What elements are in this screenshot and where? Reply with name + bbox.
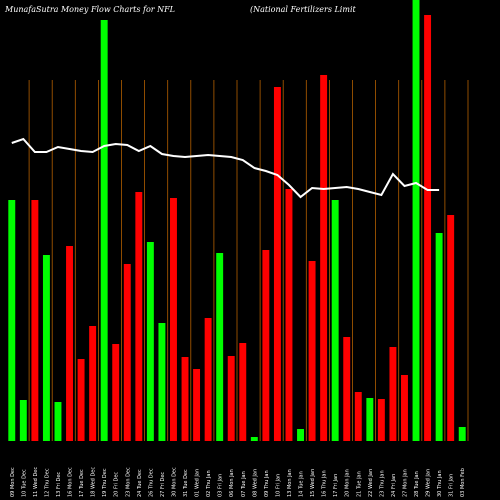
x-tick-label: 08 Wed Jan (252, 469, 258, 497)
bar (77, 359, 85, 441)
x-tick-label: 30 Thu Jan (437, 470, 443, 497)
bar (170, 198, 177, 441)
money-flow-line (11, 137, 440, 199)
bar (146, 242, 154, 441)
x-tick-label: 16 Mon Dec (68, 467, 74, 497)
bar (66, 246, 73, 441)
x-tick-label: 10 Tue Dec (21, 469, 27, 497)
bar (31, 200, 39, 441)
bar (227, 356, 235, 441)
x-tick-label: 01 Wed Jan (195, 469, 201, 497)
bar (8, 200, 16, 441)
bar (320, 75, 328, 441)
bar (377, 399, 385, 441)
x-tick-label: 13 Mon Jan (287, 469, 293, 497)
x-tick-label: 23 Mon Dec (125, 467, 131, 497)
x-tick-label: 03 Fri Jan (218, 474, 224, 497)
bar (273, 87, 281, 441)
bar (123, 264, 131, 441)
bar (401, 375, 408, 441)
x-tick-label: 29 Wed Jan (426, 469, 432, 497)
bar (354, 392, 362, 441)
x-tick-label: 26 Thu Dec (148, 468, 154, 497)
bar (285, 189, 293, 441)
x-tick-label: 09 Thu Jan (264, 470, 270, 497)
bar (435, 233, 443, 441)
x-tick-label: 24 Fri Jan (391, 474, 397, 497)
bar (181, 357, 189, 441)
x-tick-label: 24 Tue Dec (137, 469, 143, 497)
x-tick-label: 30 Mon Dec (171, 467, 177, 497)
x-tick-label: 02 Thu Jan (206, 470, 212, 497)
x-tick-label: 17 Tue Dec (79, 469, 85, 497)
bar (389, 347, 397, 441)
x-tick-label: 19 Thu Dec (102, 468, 108, 497)
chart-title: MunafaSutra Money Flow Charts for NFL (4, 5, 175, 14)
bar (239, 343, 247, 441)
x-tick-label: 11 Wed Dec (33, 467, 39, 497)
x-tick-label: 23 Thu Jan (379, 470, 385, 497)
bar (19, 400, 27, 441)
bar (424, 15, 432, 441)
bar (42, 255, 50, 441)
bar (112, 344, 120, 441)
x-tick-label: 18 Wed Dec (91, 467, 97, 497)
bar (343, 337, 351, 441)
x-tick-label: 31 Tue Dec (183, 469, 189, 497)
x-tick-label: 16 Thu Jan (322, 470, 328, 497)
x-tick-label: 27 Mon Jan (402, 469, 408, 497)
x-tick-label: 20 Fri Dec (114, 472, 120, 497)
x-tick-label: 22 Wed Jan (368, 469, 374, 497)
x-tick-label: 17 Fri Jan (333, 474, 339, 497)
x-tick-label: 15 Wed Jan (310, 469, 316, 497)
bar (54, 402, 62, 441)
x-tick-label: 13 Fri Dec (56, 472, 62, 497)
x-tick-label: 06 Mon Jan (229, 469, 235, 497)
x-tick-label: 07 Tue Jan (241, 471, 247, 497)
x-tick-label: 12 Thu Dec (44, 468, 50, 497)
x-tick-label: 28 Tue Jan (414, 471, 420, 497)
bar (366, 398, 374, 441)
x-tick-label: 20 Mon Jan (345, 469, 351, 497)
x-tick-label: 27 Fri Dec (160, 472, 166, 497)
x-tick-label: 21 Tue Jan (356, 471, 362, 497)
bar (100, 20, 108, 441)
chart-subtitle: (National Fertilizers Limit (250, 5, 357, 14)
x-tick-label: 31 Fri Jan (449, 474, 455, 497)
bar (447, 215, 455, 441)
bar (308, 261, 316, 441)
x-tick-label: 09 Mon Dec (10, 467, 16, 497)
bar (262, 250, 270, 441)
bar (331, 200, 339, 441)
x-tick-label: 14 Tue Jan (299, 471, 305, 497)
bar (412, 0, 420, 441)
bar (89, 326, 97, 441)
x-tick-label: 10 Fri Jan (275, 474, 281, 497)
bar (216, 253, 224, 441)
bar (135, 192, 143, 441)
bar (193, 369, 201, 441)
bar (458, 427, 466, 441)
bar (250, 437, 258, 441)
bar (204, 318, 212, 441)
bar (297, 429, 304, 441)
x-tick-label: 03 Mon Feb (460, 468, 466, 497)
bar (158, 323, 166, 441)
